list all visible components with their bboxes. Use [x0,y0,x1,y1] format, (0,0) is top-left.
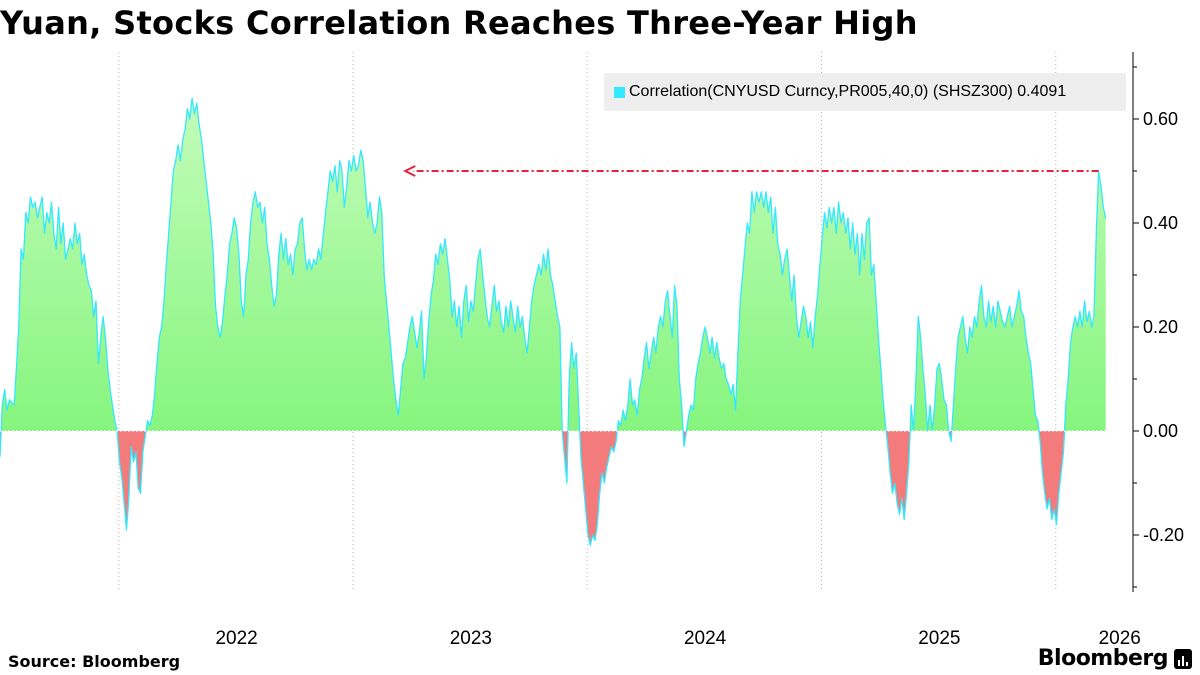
x-axis: 2022 2023 2024 2025 2026 [215,628,1140,649]
x-tick-label: 2025 [918,628,960,649]
source-note: Source: Bloomberg [8,652,181,671]
y-axis: -0.20 0.00 0.20 0.40 0.60 [1133,66,1184,588]
legend-label: Correlation(CNYUSD Curncy,PR005,40,0) (S… [629,83,1067,100]
y-tick-label: 0.60 [1143,109,1178,129]
annotation-arrow [403,165,1099,177]
y-tick-label: -0.20 [1143,525,1184,545]
y-tick-label: 0.00 [1143,421,1178,441]
correlation-line [0,97,1107,547]
x-tick-label: 2024 [684,628,727,649]
legend-swatch [614,86,625,98]
annotation-arrow-head [403,165,416,177]
chart-title: Yuan, Stocks Correlation Reaches Three-Y… [0,4,918,42]
y-tick-label: 0.20 [1143,317,1178,337]
chart-legend: Correlation(CNYUSD Curncy,PR005,40,0) (S… [604,73,1126,111]
bloomberg-terminal-icon [1174,648,1192,669]
brand-logo: Bloomberg [1038,646,1192,671]
y-tick-label: 0.40 [1143,213,1178,233]
x-tick-label: 2026 [1099,628,1141,649]
positive-area [0,98,1106,431]
brand-name: Bloomberg [1037,646,1169,671]
x-tick-label: 2022 [215,628,257,649]
x-tick-label: 2023 [450,628,492,649]
